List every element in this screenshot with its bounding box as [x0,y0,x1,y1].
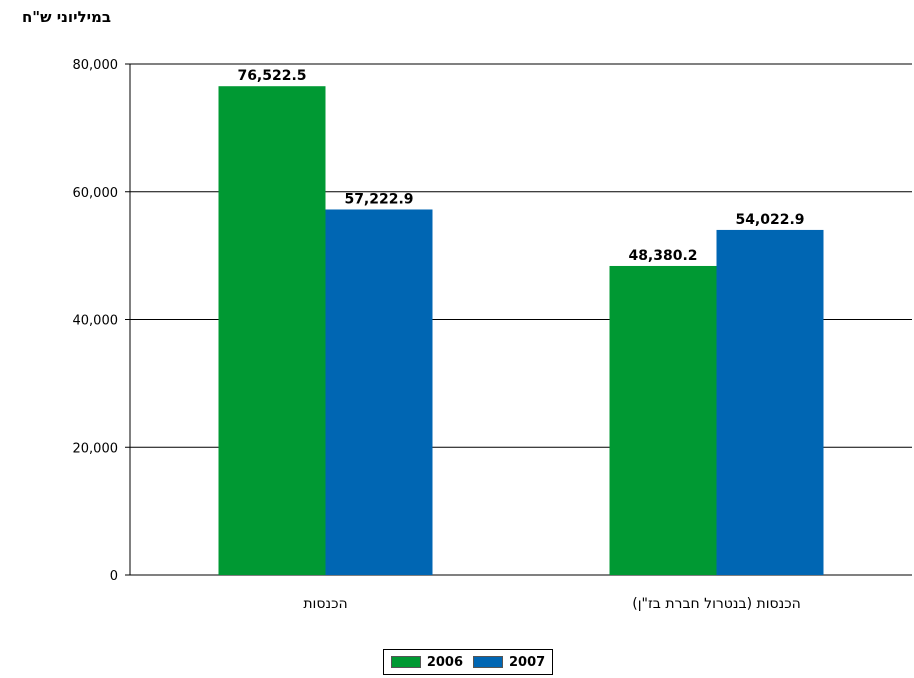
bar-chart: 0 20,000 40,000 60,000 80,000 76,522.5 57,222.… [73,58,912,612]
bar-2006-1 [609,265,717,575]
data-label: 76,522.5 [237,68,306,84]
y-tick-label: 20,000 [73,441,119,456]
legend-swatch-2006 [390,656,421,668]
legend-label-2006: 2006 [426,654,463,670]
y-axis-unit-label: במיליוני ש"ח [22,8,111,26]
bar-2007-0 [325,209,433,576]
legend-swatch-2007 [473,656,503,668]
y-tick-label: 60,000 [73,186,119,201]
legend: 2006 2007 [383,649,553,675]
data-label: 48,380.2 [628,248,697,264]
y-tick-label: 0 [110,569,118,584]
x-category-label: הכנסות [303,596,347,612]
bar-2007-1 [716,229,824,576]
data-label: 54,022.9 [735,212,804,228]
y-tick-label: 80,000 [73,58,119,73]
bar-2006-0 [218,86,326,576]
legend-label-2007: 2007 [509,654,546,670]
legend-item-2007: 2007 [473,655,545,670]
y-tick-label: 40,000 [73,314,119,329]
data-label: 57,222.9 [344,191,413,207]
legend-item-2006: 2006 [390,654,463,670]
x-category-label: הכנסות (בנטרול חברת בז"ן) [632,596,801,612]
